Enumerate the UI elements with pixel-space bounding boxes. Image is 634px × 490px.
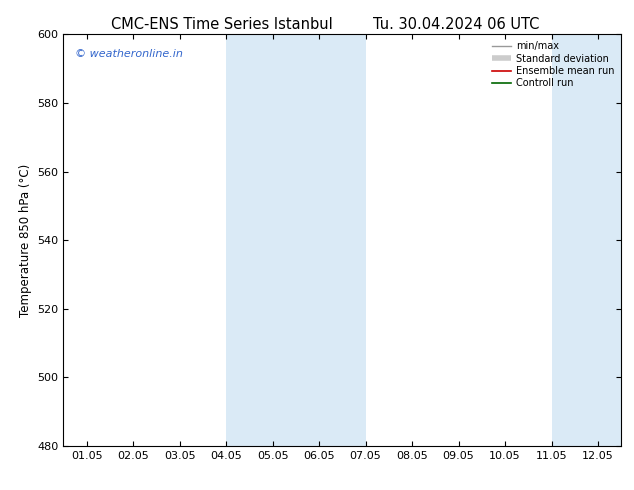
Text: © weatheronline.in: © weatheronline.in — [75, 49, 183, 59]
Text: CMC-ENS Time Series Istanbul: CMC-ENS Time Series Istanbul — [111, 17, 333, 32]
Y-axis label: Temperature 850 hPa (°C): Temperature 850 hPa (°C) — [19, 164, 32, 317]
Text: Tu. 30.04.2024 06 UTC: Tu. 30.04.2024 06 UTC — [373, 17, 540, 32]
Bar — [226, 34, 366, 446]
Bar — [552, 34, 634, 446]
Legend: min/max, Standard deviation, Ensemble mean run, Controll run: min/max, Standard deviation, Ensemble me… — [489, 39, 616, 90]
